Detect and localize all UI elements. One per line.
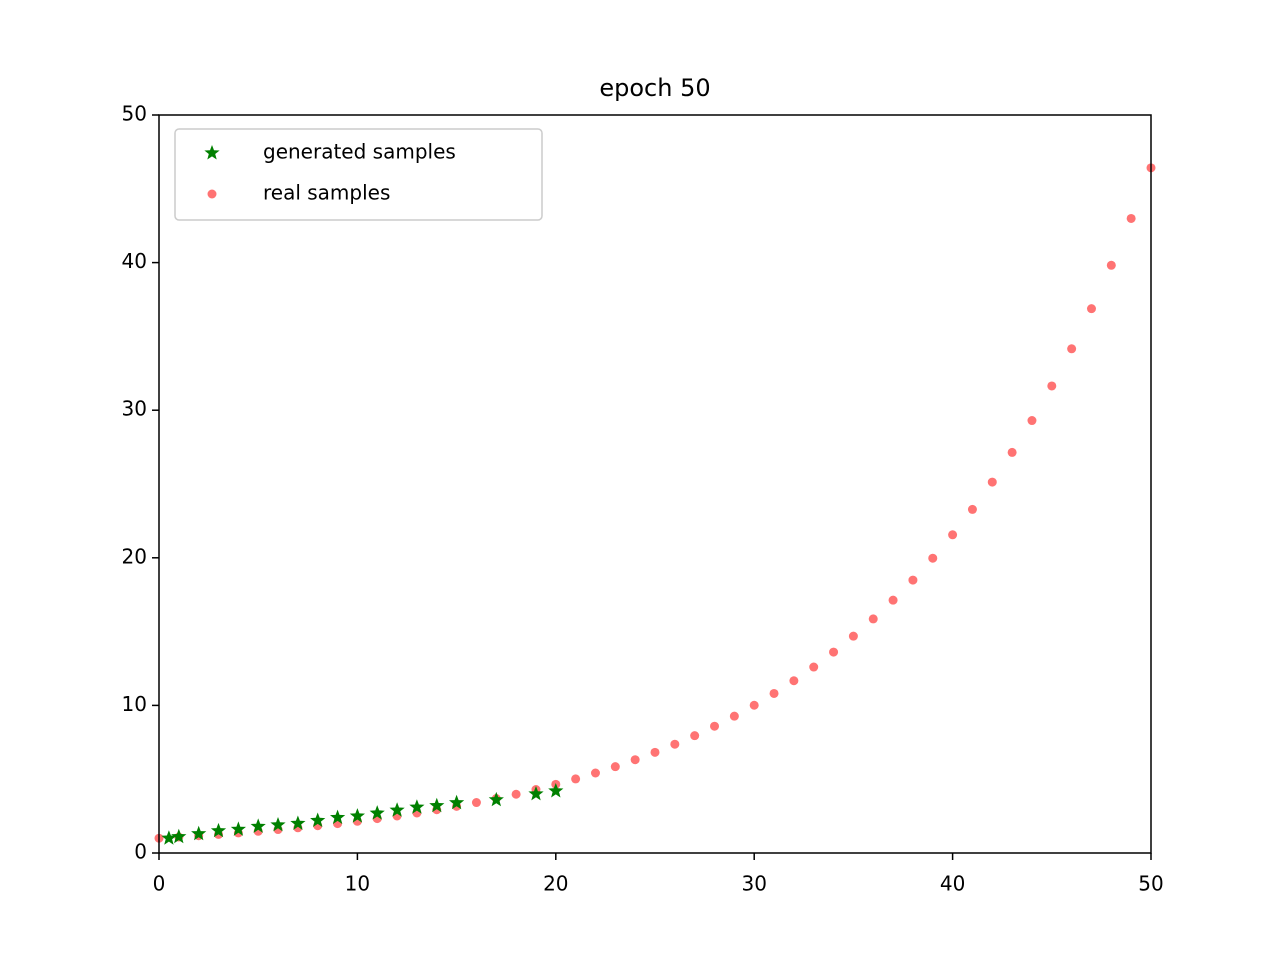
data-point [630, 755, 640, 765]
legend-marker [204, 145, 220, 160]
data-point [749, 700, 759, 710]
data-point [528, 786, 544, 801]
legend-marker [207, 189, 217, 199]
data-point [1086, 304, 1096, 314]
data-point [670, 739, 680, 749]
data-point [888, 595, 898, 605]
data-point [161, 830, 177, 845]
y-tick-label: 0 [134, 840, 147, 864]
data-point [868, 614, 878, 624]
data-point [548, 783, 564, 798]
data-point [389, 802, 405, 817]
legend-label: real samples [263, 181, 390, 205]
data-point [1126, 213, 1136, 223]
x-tick-label: 0 [153, 872, 166, 896]
data-point [230, 821, 246, 836]
x-tick-label: 40 [940, 872, 965, 896]
chart-title: epoch 50 [599, 74, 710, 102]
data-point [650, 747, 660, 757]
data-point [809, 662, 819, 672]
plot-area [154, 163, 1156, 845]
y-tick-label: 30 [122, 397, 147, 421]
legend-label: generated samples [263, 140, 456, 164]
data-point [409, 799, 425, 814]
y-tick-label: 20 [122, 544, 147, 568]
data-point [330, 809, 346, 824]
x-tick-label: 20 [543, 872, 568, 896]
data-point [571, 774, 581, 784]
x-tick-label: 30 [741, 872, 766, 896]
data-point [191, 825, 207, 841]
data-point [729, 711, 739, 721]
data-point [1007, 447, 1017, 457]
data-point [1106, 260, 1116, 270]
x-tick-label: 50 [1138, 872, 1163, 896]
data-point [610, 762, 620, 772]
data-point [349, 808, 365, 823]
y-tick-label: 40 [122, 249, 147, 273]
data-point [987, 477, 997, 487]
data-point [310, 812, 326, 827]
data-point [789, 676, 799, 686]
axes-frame [158, 114, 1152, 854]
data-point [369, 805, 385, 820]
y-tick-label: 10 [122, 692, 147, 716]
data-point [928, 553, 938, 563]
data-point [250, 818, 266, 833]
data-point [449, 794, 465, 810]
data-point [1047, 381, 1057, 391]
data-point [948, 530, 958, 540]
data-point [1027, 416, 1037, 426]
data-point [690, 731, 700, 741]
data-point [908, 575, 918, 585]
data-point [290, 815, 306, 830]
x-tick-label: 10 [345, 872, 370, 896]
data-point [710, 721, 720, 731]
data-point [1067, 344, 1077, 354]
data-point [210, 822, 227, 838]
legend-box [174, 128, 543, 221]
legend: generated samples real samples [174, 128, 543, 221]
data-point [429, 797, 445, 813]
data-point [511, 789, 521, 799]
data-point [488, 791, 504, 807]
y-tick-label: 50 [122, 102, 147, 126]
data-point [848, 631, 858, 641]
data-point [171, 828, 187, 844]
data-point [829, 647, 839, 657]
data-point [590, 768, 600, 778]
data-point [471, 798, 481, 808]
data-point [967, 504, 977, 514]
data-point [769, 688, 779, 698]
data-point [270, 817, 286, 832]
